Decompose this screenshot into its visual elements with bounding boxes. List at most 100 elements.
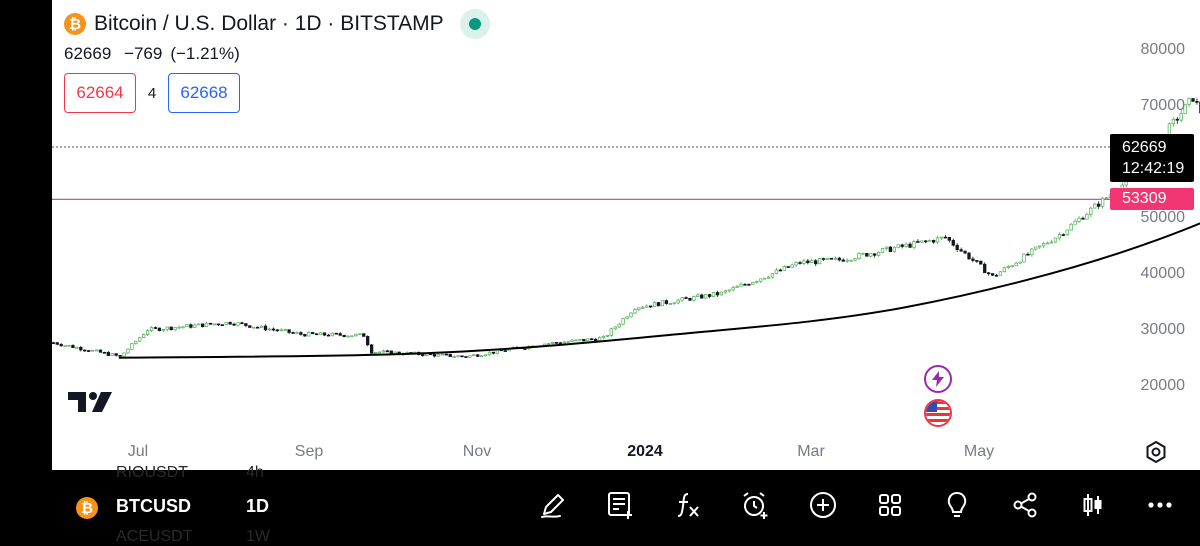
chart-settings-icon[interactable] [1144,440,1168,464]
candle-body [83,350,86,351]
candle-body [924,241,927,242]
symbol-selector[interactable]: BTCUSD [116,496,191,517]
candle-body [327,335,330,336]
symbol-header[interactable]: ₿ Bitcoin / U.S. Dollar · 1D · BITSTAMP [64,10,490,38]
candle-body [1050,242,1053,243]
candle-body [355,334,358,336]
candle-body [846,260,849,261]
candle-body [1074,221,1077,224]
candle-body [221,325,224,326]
candle-body [638,308,641,310]
spread-value: 4 [136,85,168,102]
candle-body [999,272,1002,276]
candle-body [626,317,629,319]
fx-icon[interactable] [673,490,703,520]
buy-button[interactable]: 62668 [168,73,240,113]
us-flag-icon[interactable] [924,399,952,427]
candle-body [642,307,645,308]
candle-body [547,344,550,345]
lightning-icon[interactable] [924,365,952,393]
candle-body [476,355,479,357]
candle-body [162,330,165,331]
candle-body [504,351,507,352]
quote-summary: 62669 −769(−1.21%) [64,44,248,64]
candle-body [68,345,71,346]
candle-body [818,258,821,263]
bid-ask-panel: 62664 4 62668 [64,73,240,113]
candle-body [944,237,947,238]
candle-body [465,357,468,358]
candle-body [209,323,212,324]
candle-body [307,332,310,336]
idea-bulb-icon[interactable] [942,490,972,520]
candle-body [1101,198,1104,206]
candle-body [940,237,943,238]
candle-body [822,258,825,259]
market-open-dot-icon [469,18,481,30]
pen-icon[interactable] [538,490,568,520]
candle-body [217,324,220,325]
candle-body [752,282,755,284]
candle-body [881,248,884,252]
candle-body [95,350,98,351]
candle-body [657,302,660,305]
candle-body [700,295,703,298]
candle-body [421,355,424,356]
candle-body [598,338,601,341]
candle-body [1035,247,1038,249]
plus-circle-icon[interactable] [808,490,838,520]
candle-body [264,326,267,330]
candle-body [559,343,562,344]
candle-body [1082,218,1085,219]
candle-body [645,306,648,307]
candle-body [437,354,440,356]
horizontal-level-tag[interactable]: 53309 [1110,188,1194,210]
candle-body [1007,266,1010,267]
candle-body [186,325,189,327]
candle-body [205,323,208,326]
more-icon[interactable] [1145,490,1175,520]
grid-icon[interactable] [875,490,905,520]
candle-body [123,353,126,356]
candle-body [979,261,982,264]
candle-body [744,284,747,285]
candle-body [889,247,892,252]
candle-body [838,258,841,260]
candle-body [178,327,181,328]
candle-body [480,356,483,357]
tradingview-logo-icon[interactable] [68,388,112,416]
candle-body [197,324,200,325]
candle-body [146,331,149,335]
candle-body [952,240,955,245]
candle-icon[interactable] [1078,490,1108,520]
candle-body [960,250,963,251]
candle-body [728,290,731,291]
candle-body [91,350,94,351]
share-icon[interactable] [1010,490,1040,520]
candle-body [252,327,255,328]
timeframe-selector[interactable]: 1D [246,496,269,517]
candle-body [693,297,696,301]
alarm-add-icon[interactable] [740,490,770,520]
candle-body [382,351,385,352]
market-status-indicator[interactable] [460,9,490,39]
candle-body [135,341,138,343]
bitcoin-logo-icon: ₿ [64,13,86,35]
candle-body [606,335,609,336]
symbol-title[interactable]: Bitcoin / U.S. Dollar · 1D · BITSTAMP [94,12,444,36]
candle-body [665,301,668,304]
candle-body [740,284,743,286]
candle-body [323,333,326,335]
candle-body [138,338,141,342]
candle-body [685,298,688,299]
candle-body [245,324,248,326]
note-icon[interactable] [605,490,635,520]
price-tick-label: 50000 [1141,209,1186,227]
candle-body [272,329,275,330]
candle-body [237,323,240,325]
sell-button[interactable]: 62664 [64,73,136,113]
chart-panel[interactable]: ₿ Bitcoin / U.S. Dollar · 1D · BITSTAMP … [52,0,1200,470]
candle-body [1015,263,1018,266]
candle-body [284,330,287,331]
chart-canvas[interactable] [52,0,1200,470]
